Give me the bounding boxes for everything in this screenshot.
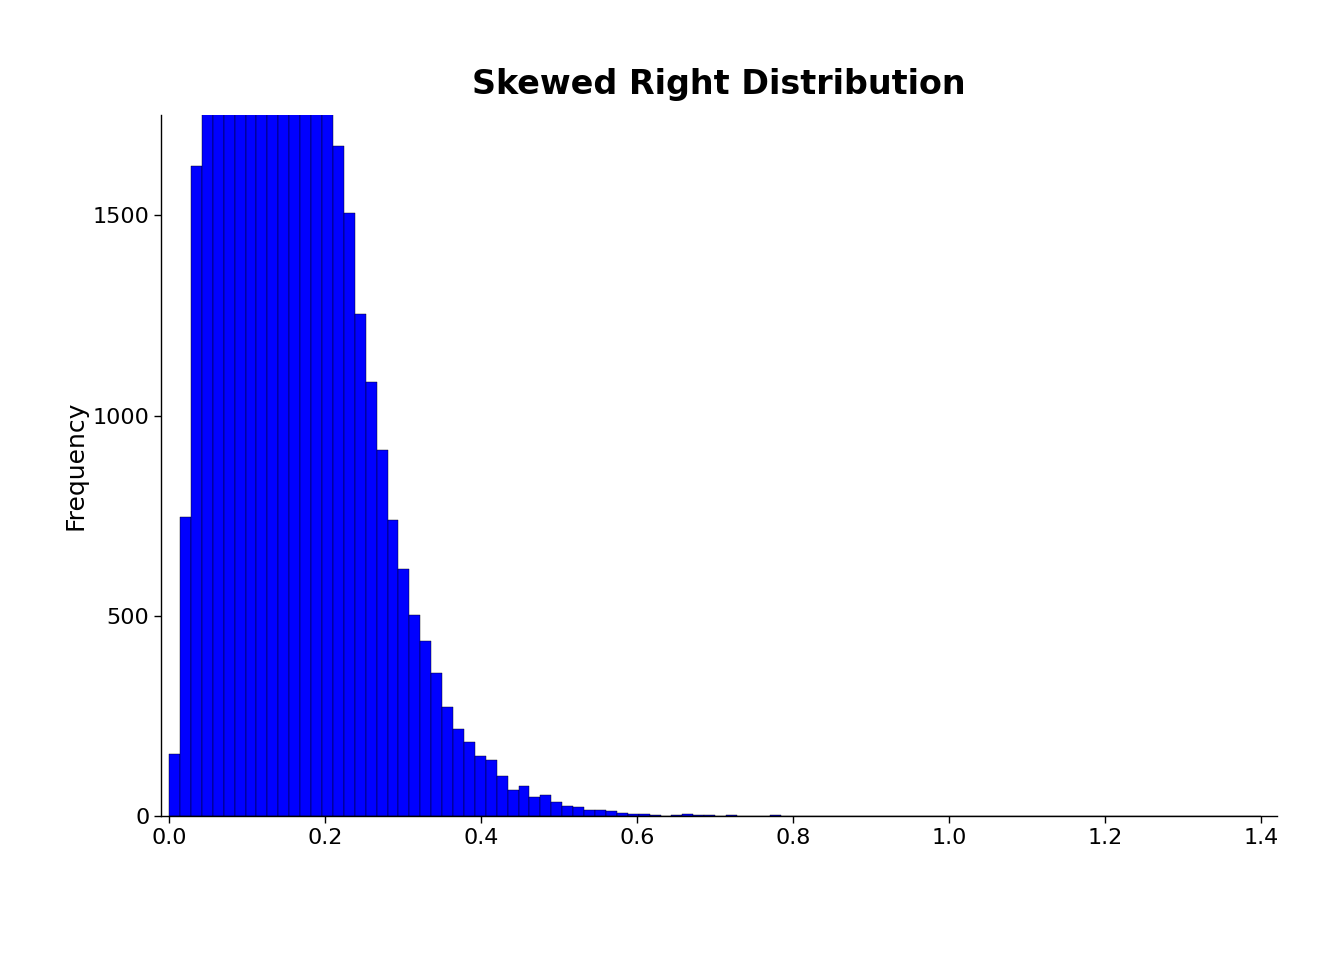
Bar	[202, 0, 212, 816]
Bar	[191, 166, 202, 816]
Bar	[278, 0, 289, 816]
Bar	[344, 213, 355, 816]
Bar	[267, 0, 278, 816]
Bar	[431, 673, 442, 816]
Bar	[530, 797, 540, 816]
Bar	[573, 806, 585, 816]
Bar	[235, 0, 246, 816]
Bar	[180, 517, 191, 816]
Bar	[628, 813, 638, 816]
Bar	[464, 742, 474, 816]
Bar	[212, 0, 223, 816]
Bar	[551, 802, 562, 816]
Bar	[585, 810, 595, 816]
Bar	[376, 450, 387, 816]
Bar	[497, 777, 508, 816]
Bar	[355, 314, 366, 816]
Bar	[606, 811, 617, 816]
Bar	[289, 0, 300, 816]
Bar	[485, 760, 497, 816]
Bar	[398, 568, 410, 816]
Bar	[310, 0, 323, 816]
Bar	[387, 520, 398, 816]
Bar	[442, 708, 453, 816]
Y-axis label: Frequency: Frequency	[63, 401, 87, 530]
Bar	[223, 0, 235, 816]
Bar	[474, 756, 485, 816]
Bar	[453, 729, 464, 816]
Bar	[333, 146, 344, 816]
Bar	[410, 614, 421, 816]
Title: Skewed Right Distribution: Skewed Right Distribution	[472, 68, 966, 102]
Bar	[683, 814, 694, 816]
Bar	[257, 0, 267, 816]
Bar	[323, 0, 333, 816]
Bar	[519, 786, 530, 816]
Bar	[300, 0, 310, 816]
Bar	[169, 754, 180, 816]
Bar	[649, 815, 660, 816]
Bar	[421, 641, 431, 816]
Bar	[638, 814, 649, 816]
Bar	[366, 382, 376, 816]
Bar	[246, 0, 257, 816]
Bar	[562, 806, 573, 816]
Bar	[617, 813, 628, 816]
Bar	[540, 795, 551, 816]
Bar	[595, 810, 606, 816]
Bar	[508, 790, 519, 816]
